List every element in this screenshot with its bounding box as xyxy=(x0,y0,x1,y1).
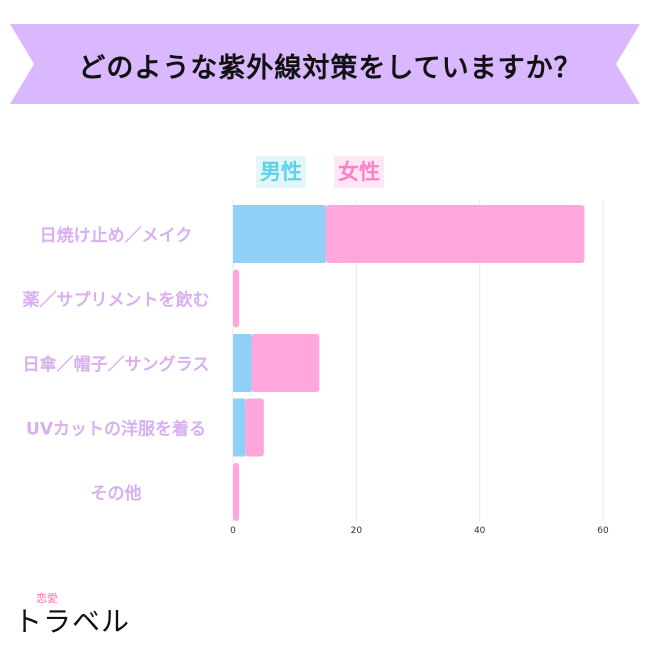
bar-male xyxy=(233,205,326,263)
category-label: その他 xyxy=(91,483,142,504)
bar-female xyxy=(251,334,320,392)
x-tick-label: 60 xyxy=(597,526,609,536)
bar-female xyxy=(325,205,585,263)
x-tick-label: 0 xyxy=(230,526,236,536)
x-tick-label: 40 xyxy=(474,526,486,536)
title-banner xyxy=(10,24,640,104)
legend-male: 男性 xyxy=(256,156,306,188)
category-label: 日傘／帽子／サングラス xyxy=(23,354,210,375)
category-label: 日焼け止め／メイク xyxy=(40,225,193,246)
logo: トラベル xyxy=(14,605,131,638)
page-title: どのような紫外線対策をしていますか？ xyxy=(78,53,582,84)
bar-male xyxy=(233,398,246,457)
logo-subtitle: 恋愛 xyxy=(36,592,58,605)
bar-female xyxy=(233,463,240,521)
category-label: UVカットの洋服を着る xyxy=(26,419,206,440)
category-label: 薬／サプリメントを飲む xyxy=(23,290,210,311)
legend-female: 女性 xyxy=(334,156,384,188)
bar-female xyxy=(245,398,264,457)
banner-ribbon xyxy=(10,24,640,104)
bar-male xyxy=(233,334,252,392)
x-tick-label: 20 xyxy=(351,526,363,536)
bar-female xyxy=(233,269,240,328)
